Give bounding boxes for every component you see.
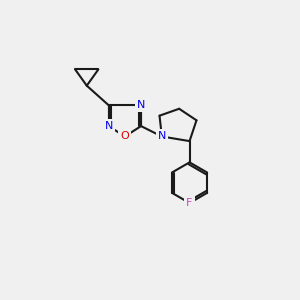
Text: N: N (104, 121, 113, 131)
Text: F: F (186, 198, 193, 208)
Text: O: O (121, 131, 129, 142)
Text: N: N (137, 100, 145, 110)
Text: N: N (158, 131, 166, 142)
